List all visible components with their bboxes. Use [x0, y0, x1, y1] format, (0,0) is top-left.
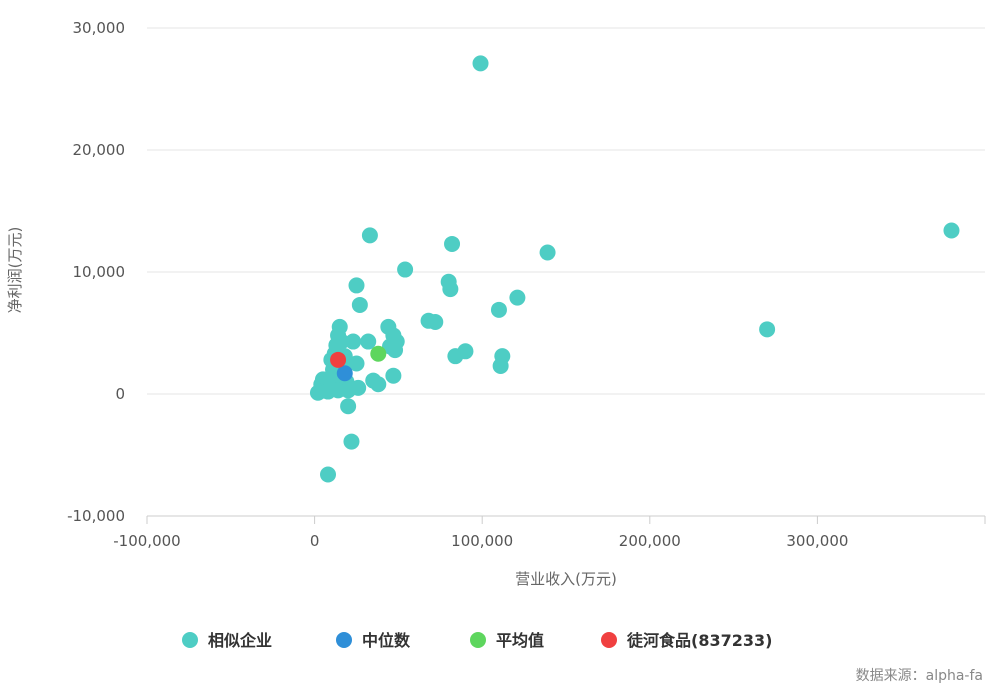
legend-label[interactable]: 中位数 — [362, 631, 411, 650]
y-tick-label: 20,000 — [73, 141, 126, 159]
legend-marker[interactable] — [336, 632, 352, 648]
data-point[interactable] — [492, 357, 509, 374]
data-point-highlight[interactable] — [330, 351, 347, 368]
data-point[interactable] — [348, 355, 365, 372]
data-point[interactable] — [539, 244, 556, 261]
data-point[interactable] — [397, 261, 414, 278]
x-tick-label: 0 — [310, 532, 320, 550]
data-point[interactable] — [351, 296, 368, 313]
legend-marker[interactable] — [601, 632, 617, 648]
x-tick-label: 300,000 — [786, 532, 848, 550]
data-point[interactable] — [365, 372, 382, 389]
legend-label[interactable]: 平均值 — [496, 631, 544, 650]
y-tick-label: -10,000 — [67, 507, 125, 525]
data-point[interactable] — [309, 384, 326, 401]
data-point[interactable] — [509, 289, 526, 306]
data-point[interactable] — [490, 301, 507, 318]
data-point-highlight[interactable] — [336, 365, 353, 382]
data-point[interactable] — [382, 338, 399, 355]
x-axis: -100,000 0 100,000 200,000 300,000 — [113, 515, 986, 550]
data-point[interactable] — [361, 227, 378, 244]
data-point[interactable] — [440, 273, 457, 290]
data-point[interactable] — [943, 222, 960, 239]
data-point[interactable] — [380, 318, 397, 335]
y-axis: -10,000 0 10,000 20,000 30,000 — [67, 19, 125, 525]
data-point-highlight[interactable] — [370, 345, 387, 362]
data-points — [309, 55, 960, 483]
data-point[interactable] — [320, 466, 337, 483]
data-point[interactable] — [385, 367, 402, 384]
x-axis-title: 营业收入(万元) — [515, 570, 617, 588]
x-tick-label: -100,000 — [113, 532, 180, 550]
y-tick-label: 10,000 — [73, 263, 126, 281]
data-point[interactable] — [759, 321, 776, 338]
data-point[interactable] — [340, 382, 357, 399]
data-point[interactable] — [343, 433, 360, 450]
legend: 相似企业 中位数 平均值 徒河食品(837233) — [182, 631, 772, 650]
y-tick-label: 30,000 — [73, 19, 126, 37]
legend-marker[interactable] — [182, 632, 198, 648]
data-point[interactable] — [420, 312, 437, 329]
legend-label[interactable]: 相似企业 — [208, 631, 272, 650]
x-tick-label: 200,000 — [619, 532, 681, 550]
data-point[interactable] — [360, 333, 377, 350]
data-point[interactable] — [345, 333, 362, 350]
data-point[interactable] — [444, 235, 461, 252]
data-point[interactable] — [340, 398, 357, 415]
data-point[interactable] — [447, 348, 464, 365]
data-point[interactable] — [472, 55, 489, 72]
y-axis-title: 净利润(万元) — [6, 227, 24, 314]
legend-marker[interactable] — [470, 632, 486, 648]
legend-label[interactable]: 徒河食品(837233) — [626, 631, 772, 650]
y-tick-label: 0 — [115, 385, 125, 403]
data-point[interactable] — [348, 277, 365, 294]
source-note: 数据来源：alpha-fa — [856, 668, 983, 684]
grid-lines — [147, 27, 985, 395]
x-tick-label: 100,000 — [451, 532, 513, 550]
